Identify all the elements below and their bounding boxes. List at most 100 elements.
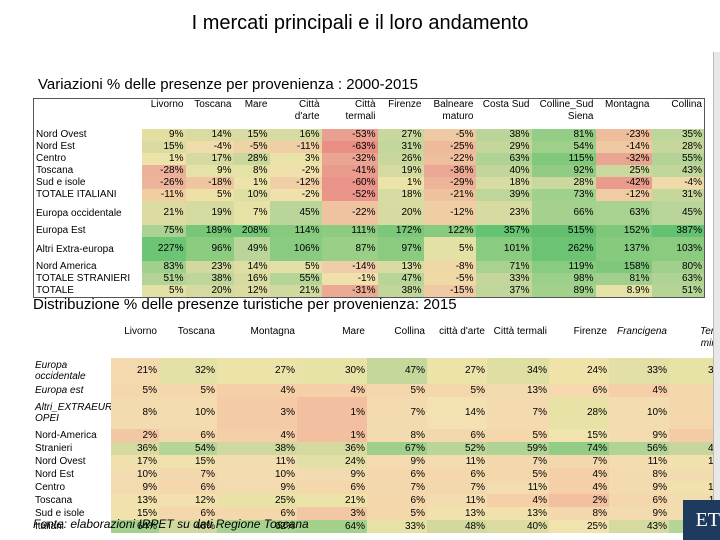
table1-cell: 83% [141, 261, 186, 273]
table2-cell: 4% [217, 384, 297, 397]
table2-cell: 13% [487, 507, 549, 520]
table1-cell: 25% [595, 165, 652, 177]
table2-cell: 6% [549, 384, 609, 397]
table2-cell: 38% [217, 442, 297, 455]
table2-cell: 46% [159, 520, 217, 533]
table2-cell: 13% [427, 507, 487, 520]
table1-cell: 8% [233, 165, 270, 177]
table1-row-label: Nord Est [36, 141, 75, 152]
table2-cell: 4% [549, 481, 609, 494]
table1-cell: -1% [321, 273, 378, 285]
table1-row: Centro 1% 17% 28% 3% -32% 26% -22% 63% 115% -32% 55… [34, 153, 705, 165]
table2-cell: 2% [549, 494, 609, 507]
table1-cell: 3% [269, 153, 322, 165]
table1-col-header: Firenze [388, 99, 422, 110]
table1-row: Sud e isole -26% -18% 1% -12% -60% 1% -29% 18% 28… [34, 177, 705, 189]
table2-cell: 9% [297, 468, 367, 481]
table1-cell: 172% [377, 225, 424, 237]
table1-cell: 18% [377, 189, 424, 201]
table1-cell: -23% [595, 129, 652, 141]
table1-cell: 38% [185, 273, 234, 285]
table2-cell: 8% [111, 397, 159, 429]
table2-col-header: Firenze [573, 326, 607, 337]
table1-row-label: Altri Extra-europa [36, 243, 114, 255]
table1-col-header: Livorno [150, 99, 184, 110]
table1-cell: -15% [423, 285, 476, 298]
table1-cell: 17% [185, 153, 234, 165]
table1-cell: -14% [321, 261, 378, 273]
table1-cell: 101% [475, 237, 532, 261]
table1-cell: 15% [141, 141, 186, 153]
table1-row: Nord America 83% 23% 14% 5% -14% 13% -8% 71% 119%… [34, 261, 705, 273]
table2-cell: 11% [217, 455, 297, 468]
table1-cell: -11% [141, 189, 186, 201]
table2-row-label: Stranieri [35, 443, 73, 454]
irpet-logo: ET [683, 500, 720, 540]
table2-cell: 40% [487, 520, 549, 533]
table1-cell: 75% [141, 225, 186, 237]
table2-header-row: Livorno Toscana Montagna Mare Collina città d… [33, 326, 720, 358]
table2-row-label: Europa occidentale [35, 360, 86, 382]
table1-row: Europa Est 75% 189% 208% 114% 111% 172% 122% 357… [34, 225, 705, 237]
table1-cell: 54% [531, 141, 596, 153]
table1-cell: 51% [141, 273, 186, 285]
table1-cell: 106% [269, 237, 322, 261]
table1-cell: 8.9% [595, 285, 652, 298]
table1-header-row: Livorno Toscana Mare Città d'arte Città term… [34, 99, 705, 130]
table1-cell: 33% [475, 273, 532, 285]
table1-cell: -5% [233, 141, 270, 153]
table1-cell: 43% [651, 165, 705, 177]
table1-cell: 28% [531, 177, 596, 189]
table1-cell: 51% [651, 285, 705, 298]
table2-row-label: Altri_EXTRAEUR OPEI [35, 402, 111, 424]
table1-cell: 38% [377, 285, 424, 298]
table1-cell: 152% [595, 225, 652, 237]
table2-cell: 9% [609, 429, 669, 442]
table2-cell: 24% [297, 455, 367, 468]
table2-cell: 6% [367, 494, 427, 507]
source-note: Fonte: elaborazioni IRPET su dati Region… [33, 517, 309, 531]
table2-cell: 12% [159, 494, 217, 507]
table1-cell: -2% [269, 165, 322, 177]
table2-row-label: Sud e isole [35, 508, 85, 519]
table1-cell: -12% [423, 201, 476, 225]
table1-row: Altri Extra-europa 227% 96% 49% 106% 87% 97% 5%… [34, 237, 705, 261]
table1-corner [34, 99, 142, 130]
table2-cell: 17% [111, 455, 159, 468]
table2-col-header: Terme minori [700, 326, 720, 349]
table2-cell: 11% [427, 455, 487, 468]
table1-cell: -42% [595, 177, 652, 189]
table1-cell: 31% [377, 141, 424, 153]
table2-cell: 5% [487, 429, 549, 442]
table1-cell: -52% [321, 189, 378, 201]
table1-cell: 262% [531, 237, 596, 261]
table2-col-header: Livorno [124, 326, 157, 337]
table1-cell: -31% [321, 285, 378, 298]
table2-cell: 14% [427, 397, 487, 429]
table1-cell: 81% [531, 129, 596, 141]
table2-cell: 4% [549, 468, 609, 481]
table2-cell: 9% [609, 507, 669, 520]
table2-row-label: Toscana [35, 495, 73, 506]
table1-cell: -22% [423, 153, 476, 165]
table1-cell: 19% [185, 201, 234, 225]
table2-cell: 6% [159, 481, 217, 494]
table2-cell: 67% [367, 442, 427, 455]
table2-cell: 34% [487, 358, 549, 384]
table1-cell: 15% [233, 129, 270, 141]
table2-cell: 1% [297, 429, 367, 442]
table1-cell: 28% [651, 141, 705, 153]
table2-cell: 6% [159, 507, 217, 520]
table2-cell: 2% [111, 429, 159, 442]
table1-cell: 9% [141, 129, 186, 141]
table1-cell: 189% [185, 225, 234, 237]
table1-row: Nord Ovest 9% 14% 15% 16% -53% 27% -5% 38% 81% -23… [34, 129, 705, 141]
table1-col-header: Collina [671, 99, 702, 110]
table2-cell: 43% [609, 520, 669, 533]
table1-cell: 47% [377, 273, 424, 285]
table1-cell: -28% [141, 165, 186, 177]
